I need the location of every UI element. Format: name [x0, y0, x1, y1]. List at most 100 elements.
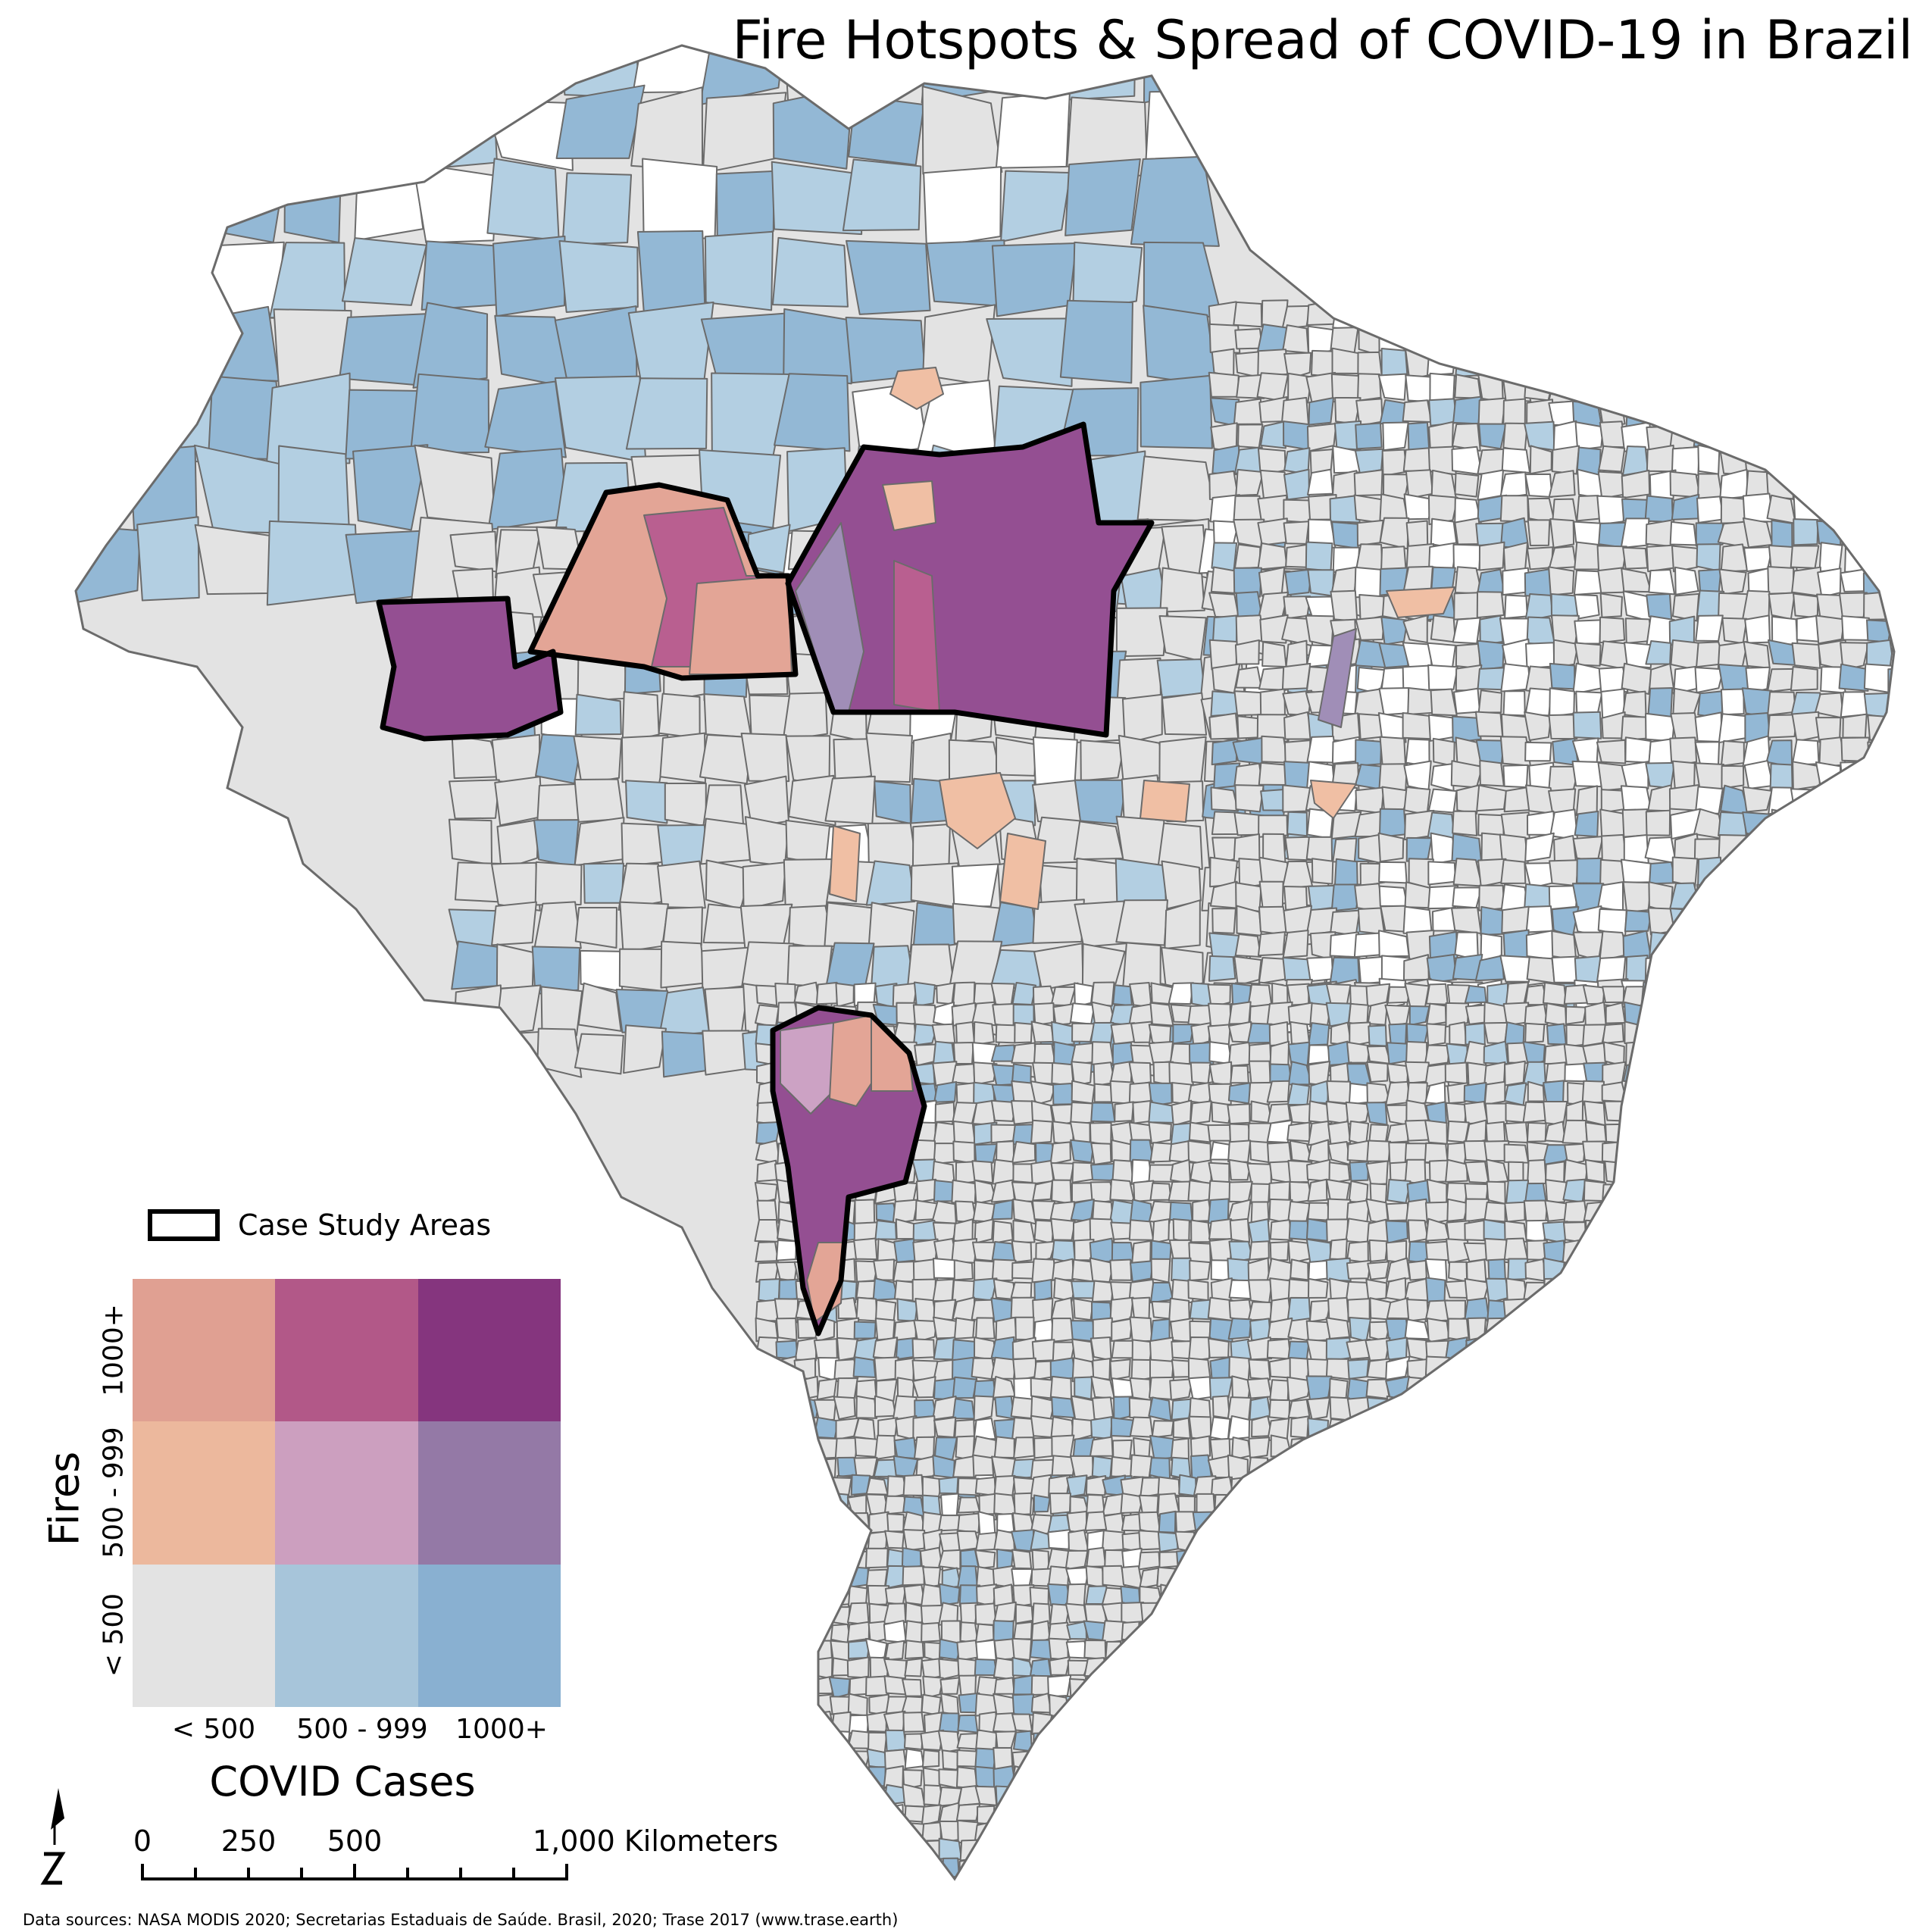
- municipality: [1523, 1378, 1549, 1402]
- municipality: [904, 1658, 923, 1677]
- municipality: [1211, 1567, 1233, 1588]
- municipality: [1465, 1358, 1489, 1383]
- municipality: [1605, 1002, 1626, 1024]
- municipality: [1246, 1022, 1273, 1044]
- municipality: [1605, 1379, 1627, 1401]
- municipality: [896, 1298, 919, 1322]
- municipality: [700, 818, 751, 865]
- municipality: [1623, 1437, 1645, 1459]
- municipality: [952, 981, 976, 1007]
- municipality: [1721, 351, 1749, 379]
- municipality: [952, 1140, 976, 1165]
- municipality: [1010, 1296, 1036, 1320]
- municipality: [1138, 1746, 1160, 1771]
- municipality: [1503, 1237, 1529, 1261]
- municipality: [1250, 1512, 1271, 1533]
- municipality: [938, 1514, 961, 1532]
- municipality: [792, 1674, 814, 1699]
- municipality: [1464, 1297, 1490, 1321]
- municipality: [1790, 666, 1818, 692]
- municipality: [1192, 1838, 1218, 1862]
- municipality: [1645, 373, 1675, 399]
- scale-unit-label: 1,000 Kilometers: [533, 1824, 779, 1858]
- municipality: [1562, 1119, 1588, 1145]
- municipality: [755, 1415, 781, 1440]
- municipality: [1427, 788, 1458, 814]
- municipality: [1744, 614, 1771, 644]
- municipality: [1214, 1493, 1233, 1515]
- municipality: [1562, 1454, 1585, 1480]
- municipality: [1742, 978, 1768, 1009]
- municipality: [1771, 519, 1793, 550]
- municipality: [1269, 1379, 1290, 1402]
- municipality: [951, 1179, 977, 1205]
- municipality: [974, 1602, 997, 1626]
- municipality: [1174, 1837, 1198, 1861]
- municipality: [1011, 1861, 1035, 1879]
- municipality: [1742, 858, 1773, 889]
- municipality: [1086, 1546, 1107, 1568]
- municipality: [1596, 323, 1627, 352]
- municipality: [1407, 1474, 1430, 1499]
- municipality: [1624, 736, 1652, 764]
- municipality: [939, 1532, 961, 1553]
- municipality: [993, 1493, 1018, 1517]
- municipality: [1367, 1436, 1389, 1461]
- municipality: [1150, 1258, 1171, 1283]
- municipality: [1158, 1730, 1179, 1750]
- municipality: [1089, 1436, 1114, 1457]
- municipality: [1283, 1475, 1308, 1496]
- municipality: [1379, 736, 1407, 768]
- municipality: [1720, 739, 1745, 767]
- municipality: [794, 1337, 818, 1361]
- municipality: [1887, 470, 1894, 501]
- municipality: [1083, 1710, 1105, 1732]
- municipality: [1664, 1025, 1684, 1048]
- municipality: [957, 1714, 979, 1733]
- municipality: [1355, 616, 1386, 641]
- municipality: [533, 901, 582, 952]
- municipality: [1424, 1396, 1447, 1421]
- municipality: [1815, 933, 1843, 959]
- municipality: [884, 1585, 907, 1605]
- municipality: [1119, 1766, 1142, 1787]
- municipality: [756, 1199, 778, 1223]
- municipality: [1030, 1119, 1053, 1145]
- municipality: [1174, 1530, 1196, 1553]
- municipality: [1284, 1512, 1308, 1536]
- municipality: [1663, 1496, 1685, 1517]
- municipality: [774, 373, 851, 452]
- municipality: [1014, 1021, 1033, 1044]
- municipality: [1407, 421, 1430, 452]
- municipality: [1158, 1551, 1179, 1568]
- municipality: [1192, 1858, 1215, 1879]
- municipality: [1791, 739, 1820, 766]
- municipality: [1048, 1637, 1069, 1661]
- municipality: [1524, 687, 1552, 717]
- municipality: [1505, 1418, 1527, 1441]
- municipality: [1483, 1477, 1508, 1500]
- municipality: [1485, 1277, 1510, 1304]
- municipality: [1176, 1765, 1199, 1789]
- municipality: [1228, 1001, 1252, 1025]
- municipality: [1070, 1002, 1096, 1025]
- municipality: [1290, 1021, 1311, 1046]
- municipality: [1208, 955, 1236, 982]
- municipality: [1549, 687, 1575, 717]
- municipality: [1193, 1602, 1217, 1623]
- municipality: [1174, 1876, 1199, 1879]
- municipality: [129, 445, 198, 531]
- municipality: [1743, 421, 1774, 452]
- municipality: [1404, 302, 1435, 327]
- municipality: [1231, 1640, 1252, 1661]
- municipality: [1229, 1218, 1251, 1243]
- municipality: [1404, 1495, 1429, 1517]
- municipality: [1158, 1656, 1178, 1679]
- municipality: [865, 1857, 888, 1879]
- municipality: [492, 235, 566, 317]
- municipality: [1121, 1805, 1143, 1824]
- municipality: [1211, 1602, 1234, 1624]
- municipality: [1404, 1454, 1428, 1480]
- municipality: [1792, 469, 1821, 501]
- municipality: [1766, 981, 1794, 1009]
